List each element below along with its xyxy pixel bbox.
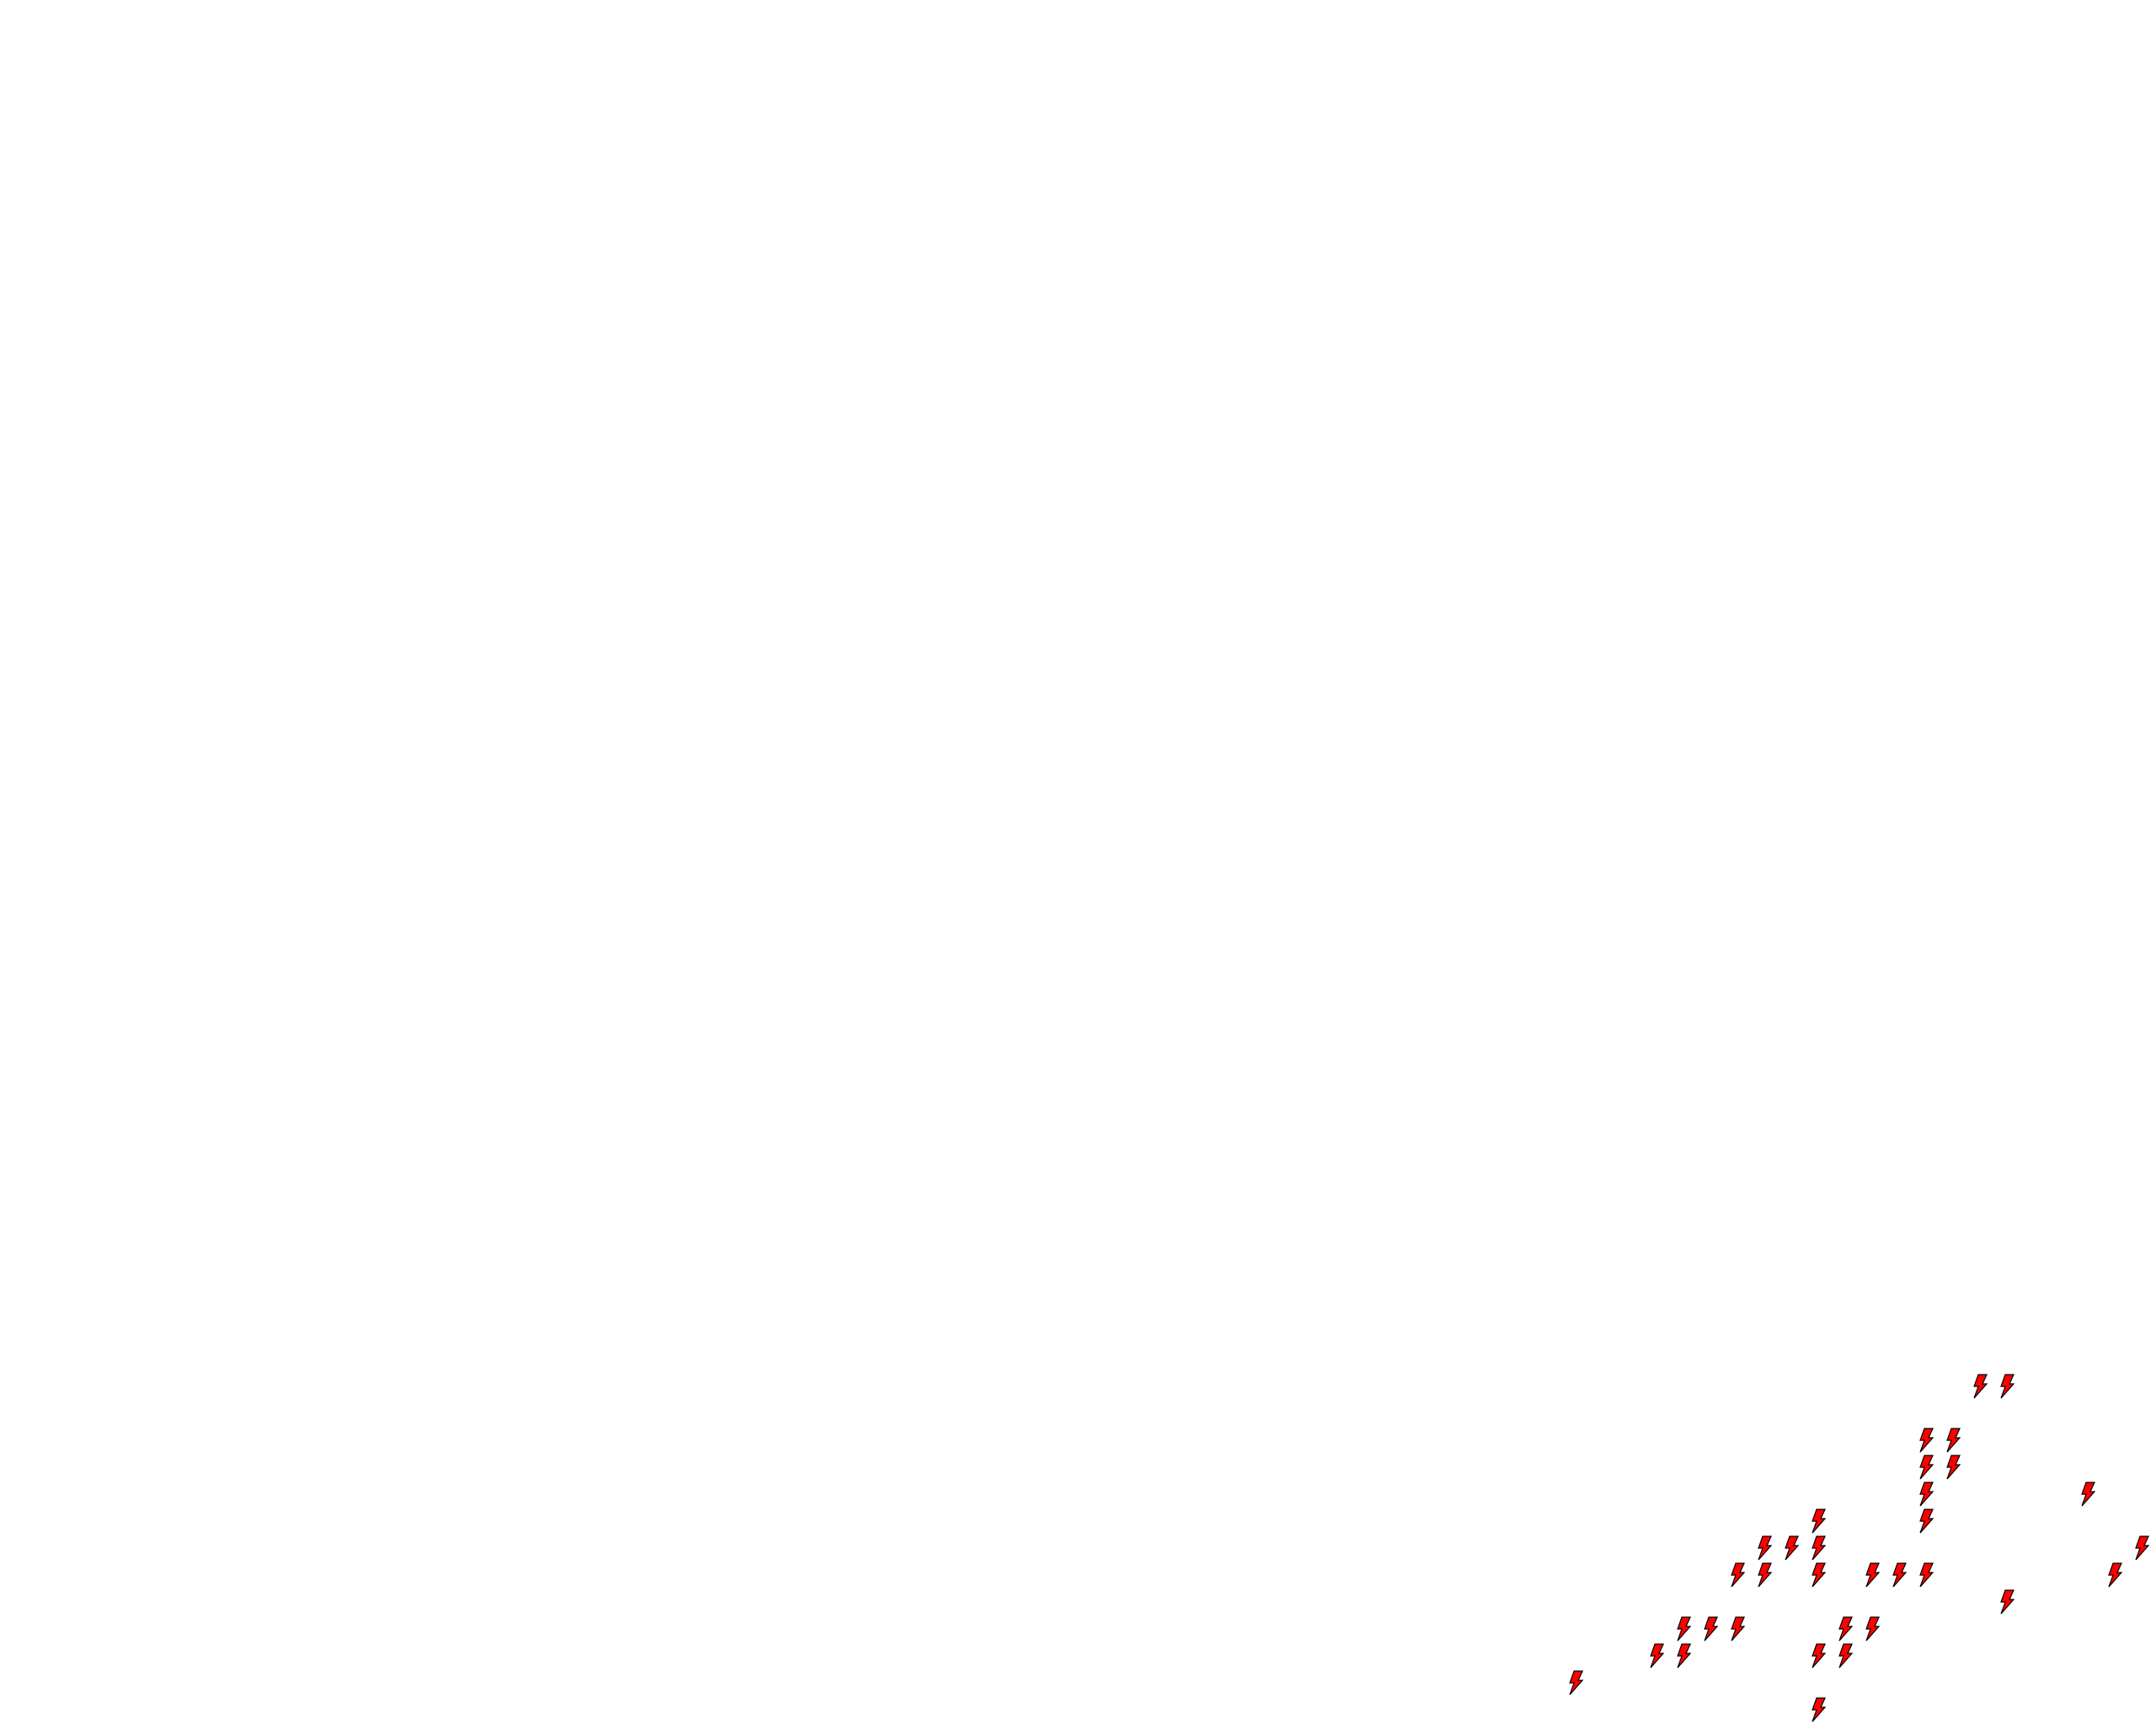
lightning-bolt-icon (2107, 1562, 2122, 1588)
lightning-bolt-icon (1945, 1428, 1961, 1453)
lightning-bolt-icon (1757, 1535, 1772, 1561)
lightning-bolt-icon (1919, 1428, 1934, 1453)
lightning-bolt-icon (1730, 1562, 1745, 1588)
lightning-bolt-icon (1838, 1643, 1853, 1669)
lightning-bolt-icon (1811, 1643, 1826, 1669)
lightning-bolt-icon (1999, 1589, 2015, 1615)
lightning-bolt-icon (1811, 1535, 1826, 1561)
lightning-bolt-icon (1649, 1643, 1664, 1669)
lightning-bolt-icon (1568, 1670, 1583, 1696)
lightning-bolt-icon (1784, 1535, 1799, 1561)
lightning-bolt-icon (1676, 1643, 1691, 1669)
lightning-bolt-icon (1865, 1562, 1880, 1588)
lightning-bolt-icon (1703, 1616, 1718, 1642)
lightning-bolt-icon (1811, 1509, 1826, 1534)
lightning-bolt-icon (1919, 1509, 1934, 1534)
lightning-bolt-icon (1676, 1616, 1691, 1642)
lightning-bolt-icon (1730, 1616, 1745, 1642)
lightning-bolt-icon (1919, 1482, 1934, 1507)
lightning-bolt-icon (1972, 1374, 1988, 1399)
lightning-bolt-icon (1919, 1562, 1934, 1588)
lightning-bolt-icon (1919, 1455, 1934, 1480)
lightning-bolt-icon (1892, 1562, 1907, 1588)
lightning-bolt-icon (1865, 1616, 1880, 1642)
lightning-bolt-icon (1811, 1562, 1826, 1588)
lightning-bolt-icon (2080, 1482, 2095, 1507)
lightning-bolt-icon (1838, 1616, 1853, 1642)
lightning-bolt-icon (1945, 1455, 1961, 1480)
lightning-bolt-icon (1999, 1374, 2015, 1399)
lightning-bolt-icon (1811, 1697, 1826, 1722)
lightning-bolt-icon (1757, 1562, 1772, 1588)
lightning-bolt-icon (2134, 1535, 2149, 1561)
